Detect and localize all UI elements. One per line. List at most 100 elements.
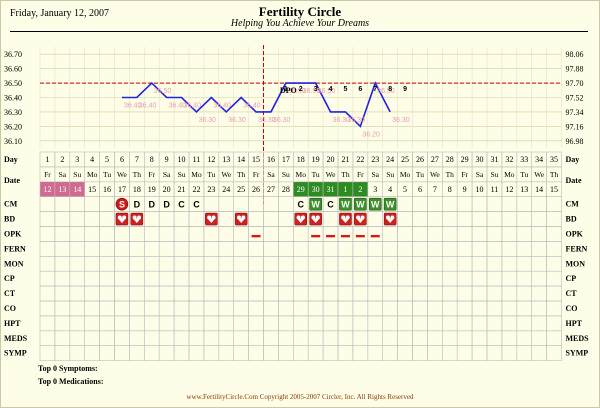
grid-cell bbox=[69, 285, 86, 302]
grid-cell bbox=[99, 315, 115, 332]
grid-cell bbox=[39, 285, 56, 302]
grid-cell bbox=[173, 300, 190, 317]
weekday: Tu bbox=[312, 170, 320, 179]
grid-cell bbox=[471, 241, 488, 257]
temp-value-label: 36.40 bbox=[139, 103, 157, 110]
weekday: We bbox=[221, 170, 231, 179]
cm-mark: W bbox=[356, 200, 365, 210]
grid-cell bbox=[188, 255, 205, 272]
grid-cell bbox=[531, 226, 547, 242]
grid-cell bbox=[546, 211, 562, 227]
day-row-label: Day bbox=[4, 155, 18, 164]
cm-mark: S bbox=[119, 200, 125, 210]
grid-cell bbox=[471, 226, 488, 242]
dpo-number: 4 bbox=[329, 86, 333, 93]
date-number: 3 bbox=[373, 185, 377, 194]
grid-cell bbox=[486, 270, 503, 287]
grid-cell bbox=[501, 211, 518, 227]
row-label-mon: MON bbox=[4, 259, 24, 268]
cm-mark: W bbox=[311, 200, 320, 210]
grid-cell bbox=[531, 285, 547, 302]
grid-cell bbox=[203, 196, 220, 212]
row-label-right-meds: MEDS bbox=[566, 334, 590, 343]
grid-cell bbox=[322, 315, 339, 332]
grid-cell bbox=[129, 285, 145, 302]
grid-cell bbox=[412, 300, 428, 317]
date-number: 13 bbox=[520, 185, 528, 194]
grid-cell bbox=[84, 330, 100, 346]
row-label-right-symp: SYMP bbox=[566, 349, 589, 358]
grid-cell bbox=[54, 211, 71, 227]
grid-cell bbox=[203, 255, 220, 272]
date-number: 16 bbox=[103, 185, 111, 194]
grid-cell bbox=[546, 345, 562, 361]
grid-cell bbox=[218, 345, 235, 361]
grid-cell bbox=[456, 345, 473, 361]
grid-cell bbox=[54, 285, 71, 302]
grid-cell bbox=[441, 196, 458, 212]
grid-cell bbox=[84, 196, 100, 212]
grid-cell bbox=[397, 211, 413, 227]
temp-value-label: 36.40 bbox=[213, 103, 231, 110]
grid-cell bbox=[441, 211, 458, 227]
row-label-cm: CM bbox=[4, 200, 18, 209]
grid-cell bbox=[322, 211, 339, 227]
grid-cell bbox=[144, 211, 160, 227]
grid-cell bbox=[158, 241, 175, 257]
day-number: 29 bbox=[461, 155, 469, 164]
grid-cell bbox=[114, 285, 130, 302]
y-tick-celsius: 36.50 bbox=[4, 79, 22, 88]
day-number: 1 bbox=[45, 155, 49, 164]
y-tick-celsius: 36.40 bbox=[4, 94, 22, 103]
grid-cell bbox=[352, 255, 369, 272]
cm-mark: D bbox=[149, 200, 156, 210]
grid-cell bbox=[278, 315, 294, 332]
grid-cell bbox=[531, 270, 547, 287]
grid-cell bbox=[516, 226, 532, 242]
temp-value-label: 36.30 bbox=[392, 117, 410, 124]
grid-cell bbox=[218, 255, 235, 272]
opk-mark bbox=[355, 234, 365, 238]
grid-cell bbox=[203, 330, 220, 346]
day-number: 33 bbox=[520, 155, 528, 164]
date-number: 10 bbox=[476, 185, 484, 194]
grid-cell bbox=[516, 270, 532, 287]
weekday: We bbox=[117, 170, 127, 179]
grid-cell bbox=[99, 285, 115, 302]
date-number: 14 bbox=[73, 185, 81, 194]
grid-cell bbox=[337, 226, 354, 242]
grid-cell bbox=[471, 285, 488, 302]
row-label-fern: FERN bbox=[4, 244, 26, 253]
grid-cell bbox=[263, 211, 279, 227]
grid-cell bbox=[292, 255, 309, 272]
weekday: Sa bbox=[372, 170, 380, 179]
grid-cell bbox=[456, 330, 473, 346]
grid-cell bbox=[54, 255, 71, 272]
grid-cell bbox=[99, 196, 115, 212]
grid-cell bbox=[248, 211, 264, 227]
grid-cell bbox=[307, 285, 324, 302]
grid-cell bbox=[84, 345, 100, 361]
grid-cell bbox=[114, 241, 130, 257]
grid-cell bbox=[278, 345, 294, 361]
grid-cell bbox=[412, 285, 428, 302]
grid-cell bbox=[129, 345, 145, 361]
weekday: Fr bbox=[44, 170, 51, 179]
grid-cell bbox=[263, 226, 279, 242]
date-number: 13 bbox=[58, 185, 66, 194]
grid-cell bbox=[218, 300, 235, 317]
grid-cell bbox=[382, 241, 398, 257]
grid-cell bbox=[427, 300, 443, 317]
day-number: 19 bbox=[312, 155, 320, 164]
bd-icon bbox=[207, 218, 216, 224]
grid-cell bbox=[367, 285, 383, 302]
grid-cell bbox=[248, 300, 264, 317]
grid-cell bbox=[69, 315, 86, 332]
grid-cell bbox=[99, 226, 115, 242]
grid-cell bbox=[39, 255, 56, 272]
top-medications-label: Top 0 Medications: bbox=[38, 377, 104, 386]
grid-cell bbox=[456, 255, 473, 272]
temp-value-label: 36.30 bbox=[333, 117, 351, 124]
weekday: Mo bbox=[87, 170, 98, 179]
